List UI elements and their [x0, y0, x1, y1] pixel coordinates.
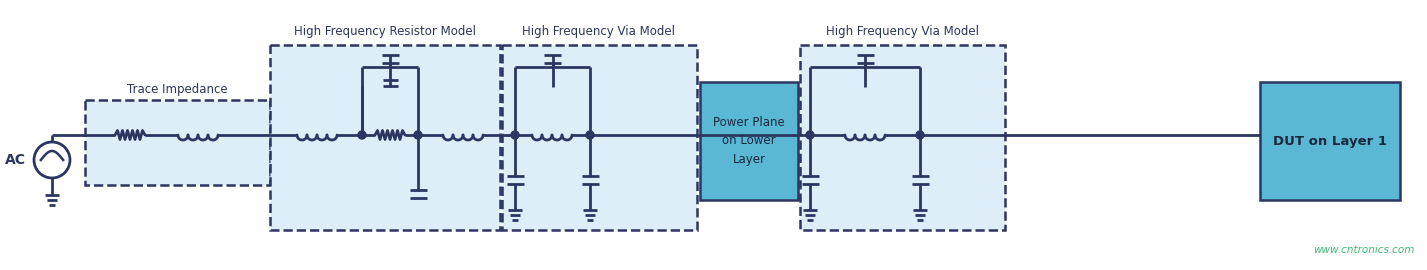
Circle shape: [511, 131, 519, 139]
Circle shape: [586, 131, 594, 139]
Circle shape: [916, 131, 925, 139]
Text: AC: AC: [6, 153, 26, 167]
Bar: [270, 45, 499, 230]
Text: www.cntronics.com: www.cntronics.com: [1314, 245, 1416, 255]
Text: High Frequency Resistor Model: High Frequency Resistor Model: [294, 25, 477, 38]
Text: DUT on Layer 1: DUT on Layer 1: [1273, 134, 1387, 147]
Circle shape: [358, 131, 365, 139]
Bar: [1260, 82, 1400, 200]
Bar: [801, 45, 1005, 230]
Bar: [86, 100, 270, 185]
Circle shape: [806, 131, 813, 139]
Bar: [502, 45, 696, 230]
Circle shape: [414, 131, 422, 139]
Text: High Frequency Via Model: High Frequency Via Model: [522, 25, 675, 38]
Text: Trace Impedance: Trace Impedance: [127, 83, 227, 96]
Text: High Frequency Via Model: High Frequency Via Model: [825, 25, 979, 38]
Bar: [701, 82, 798, 200]
Text: Power Plane
on Lower
Layer: Power Plane on Lower Layer: [714, 116, 785, 166]
